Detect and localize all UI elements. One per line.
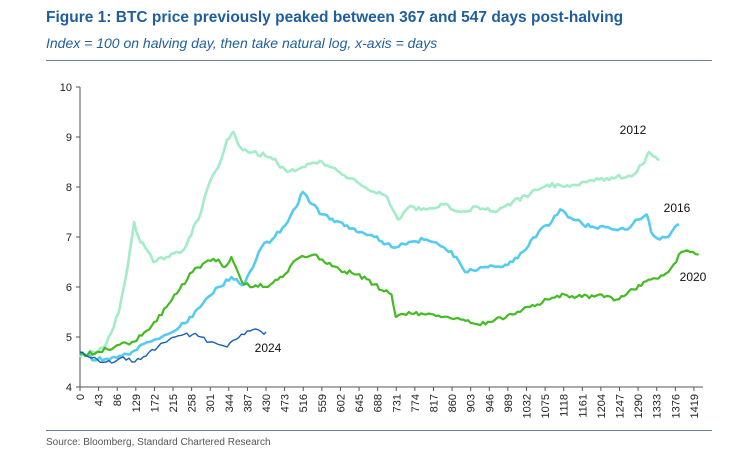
x-tick-label: 1290	[633, 394, 645, 418]
x-tick-label: 1118	[559, 394, 571, 417]
y-tick-label: 7	[66, 232, 72, 244]
x-tick-label: 473	[280, 394, 292, 412]
x-tick-label: 258	[187, 394, 199, 412]
x-tick-label: 0	[75, 394, 87, 400]
x-tick-label: 1032	[521, 394, 533, 418]
series-line-2016	[79, 190, 680, 362]
series-line-2020	[79, 249, 699, 357]
x-tick-label: 344	[224, 394, 236, 412]
y-tick-label: 4	[66, 382, 72, 394]
series-line-2024	[79, 328, 267, 364]
chart-title: Figure 1: BTC price previously peaked be…	[46, 9, 624, 26]
x-tick-label: 215	[168, 394, 180, 412]
x-tick-label: 430	[261, 394, 273, 412]
y-tick-label: 10	[60, 82, 72, 94]
x-tick-label: 1247	[615, 394, 627, 418]
x-tick-label: 989	[503, 394, 515, 412]
x-tick-label: 688	[373, 394, 385, 412]
x-tick-label: 1376	[670, 394, 682, 418]
x-tick-label: 172	[149, 394, 161, 412]
x-tick-label: 645	[354, 394, 366, 412]
x-tick-label: 1333	[652, 394, 664, 418]
x-tick-label: 86	[112, 394, 124, 406]
x-tick-label: 387	[242, 394, 254, 412]
x-tick-label: 1419	[689, 394, 701, 418]
y-tick-label: 8	[66, 182, 72, 194]
x-tick-label: 602	[335, 394, 347, 412]
chart-series-labels: 2012 2016 2020 2024	[255, 123, 707, 355]
x-tick-label: 129	[131, 394, 143, 412]
series-label-2024: 2024	[255, 341, 282, 355]
header-divider	[46, 60, 712, 61]
x-tick-label: 731	[391, 394, 403, 412]
x-tick-label: 1204	[596, 394, 608, 418]
footer-divider	[46, 430, 712, 431]
x-tick-label: 1075	[540, 394, 552, 418]
x-tick-label: 301	[205, 394, 217, 412]
x-tick-label: 43	[94, 394, 106, 406]
series-label-2016: 2016	[664, 201, 691, 215]
x-tick-label: 946	[484, 394, 496, 412]
chart-axes: 4 5 6 7 8 9 10 0 43 86 129 172 215 258 301 344 387 430 473…	[60, 82, 703, 418]
x-tick-label: 774	[410, 394, 422, 412]
series-line-2012	[79, 130, 660, 358]
x-tick-label: 903	[466, 394, 478, 412]
y-tick-label: 5	[66, 332, 72, 344]
series-label-2012: 2012	[620, 123, 647, 137]
y-tick-label: 6	[66, 282, 72, 294]
x-tick-label: 559	[317, 394, 329, 412]
x-tick-label: 817	[428, 394, 440, 412]
chart-series	[79, 130, 699, 364]
chart-subtitle: Index = 100 on halving day, then take na…	[46, 35, 438, 51]
x-tick-label: 860	[447, 394, 459, 412]
series-label-2020: 2020	[680, 270, 707, 284]
source-note: Source: Bloomberg, Standard Chartered Re…	[46, 437, 271, 448]
y-tick-label: 9	[66, 132, 72, 144]
x-tick-label: 1161	[577, 394, 589, 418]
x-tick-label: 516	[298, 394, 310, 412]
